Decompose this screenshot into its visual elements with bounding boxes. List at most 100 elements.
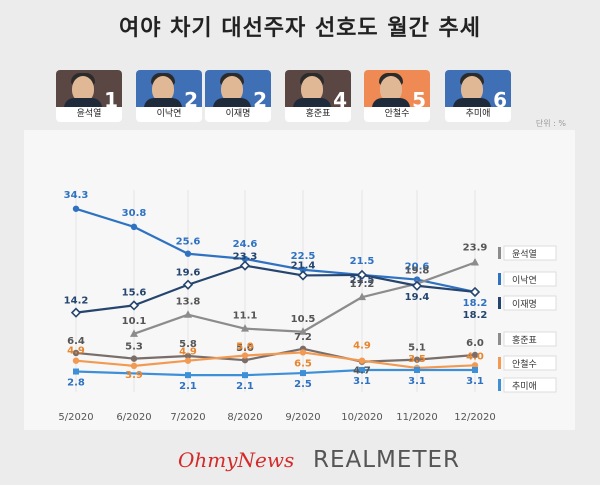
data-label: 10.5 (291, 314, 316, 325)
data-label: 23.3 (233, 252, 258, 263)
candidate-card: 5 안철수 (364, 70, 430, 122)
data-label: 19.8 (405, 266, 430, 277)
candidate-name: 이낙연 (136, 107, 202, 122)
legend-label: 윤석열 (512, 249, 537, 260)
data-point (242, 372, 248, 379)
series-line (75, 207, 476, 294)
legend-box (503, 331, 557, 347)
data-point (130, 223, 138, 231)
candidate-rank: 6 (493, 88, 507, 112)
data-label: 3.1 (353, 376, 371, 387)
data-point (73, 368, 79, 375)
data-point (413, 356, 421, 363)
data-point (128, 300, 140, 311)
x-tick-label: 9/2020 (285, 412, 320, 423)
data-point (358, 292, 366, 301)
legend-box (503, 271, 557, 287)
data-label: 4.9 (179, 347, 197, 358)
legend-swatch (498, 357, 501, 369)
chart-title: 여야 차기 대선주자 선호도 월간 추세 (119, 16, 481, 41)
data-label: 3.1 (466, 376, 484, 387)
data-point (300, 370, 306, 377)
data-label: 5.1 (408, 343, 426, 354)
data-label: 3.9 (125, 370, 143, 381)
candidate-card: 2 이낙연 (136, 70, 202, 122)
data-point (299, 327, 307, 335)
data-label: 5.9 (236, 342, 254, 353)
data-label: 2.1 (236, 381, 254, 392)
candidate-name: 안철수 (364, 107, 430, 122)
data-point (241, 324, 249, 332)
data-point (70, 307, 82, 318)
chart-area: 5/2020 6/2020 7/2020 8/2020 9/2020 10/2020 11/… (24, 130, 575, 430)
data-label: 17.2 (350, 279, 375, 290)
data-label: 4.9 (353, 341, 371, 352)
data-point (356, 269, 368, 281)
legend-swatch (498, 247, 501, 259)
data-label: 23.9 (463, 243, 488, 254)
data-label: 6.4 (67, 336, 85, 347)
candidate-photo (364, 70, 430, 110)
candidate-card: 6 추미애 (445, 70, 511, 122)
data-label: 4.9 (67, 346, 85, 357)
candidate-photo (285, 70, 351, 110)
series-line (75, 351, 476, 370)
data-label: 3.5 (408, 354, 426, 365)
candidate-card: 4 홍준표 (285, 70, 351, 122)
data-point (358, 357, 366, 364)
x-tick-label: 5/2020 (58, 412, 93, 423)
legend-box (503, 245, 557, 261)
data-label: 19.6 (176, 268, 201, 279)
data-point (471, 258, 479, 266)
candidate-card: 1 윤석열 (56, 70, 122, 122)
data-point (414, 366, 420, 373)
legend-box (503, 377, 557, 393)
legend-swatch (498, 379, 501, 391)
data-point (472, 366, 478, 373)
x-tick-label: 10/2020 (341, 412, 383, 423)
legend-box (503, 295, 557, 311)
data-label: 5.8 (179, 339, 197, 350)
data-label: 4.0 (466, 351, 484, 362)
data-point (72, 357, 80, 364)
unit-label: 단위 : % (535, 119, 566, 128)
legend-label: 이재명 (512, 299, 537, 310)
data-point (185, 372, 191, 379)
candidate-name: 이재명 (205, 107, 271, 122)
candidate-photo (136, 70, 202, 110)
data-point (241, 255, 249, 263)
data-label: 10.1 (122, 316, 147, 327)
ohmynews-logo: OhmyNews (178, 448, 295, 472)
candidate-name: 윤석열 (56, 107, 122, 122)
data-label: 24.6 (233, 239, 258, 250)
data-point (471, 362, 479, 369)
legend-label: 홍준표 (512, 334, 537, 346)
data-point (182, 279, 194, 290)
data-label: 22.5 (291, 251, 316, 262)
legend-swatch (498, 333, 501, 345)
data-point (241, 356, 249, 364)
data-label: 18.2 (463, 310, 488, 321)
data-point (241, 352, 249, 359)
data-label: 20.6 (405, 262, 430, 273)
candidate-photo (445, 70, 511, 110)
data-point (359, 366, 365, 373)
data-label: 2.1 (179, 381, 197, 392)
data-point (184, 310, 192, 318)
candidate-photo (56, 70, 122, 110)
x-tick-label: 8/2020 (227, 412, 262, 423)
data-label: 18.2 (463, 298, 488, 309)
data-label: 19.4 (405, 292, 430, 303)
realmeter-logo: REALMETER (313, 447, 460, 473)
legend-label: 추미애 (512, 381, 537, 392)
candidate-rank: 5 (412, 88, 426, 112)
data-point (297, 270, 309, 281)
data-label: 5.3 (125, 342, 143, 353)
data-point (299, 349, 307, 356)
data-label: 14.2 (64, 296, 89, 307)
legend-box (503, 355, 557, 371)
data-point (184, 250, 192, 257)
data-label: 13.8 (176, 297, 201, 308)
data-label: 7.2 (294, 332, 312, 343)
data-point (130, 329, 138, 337)
